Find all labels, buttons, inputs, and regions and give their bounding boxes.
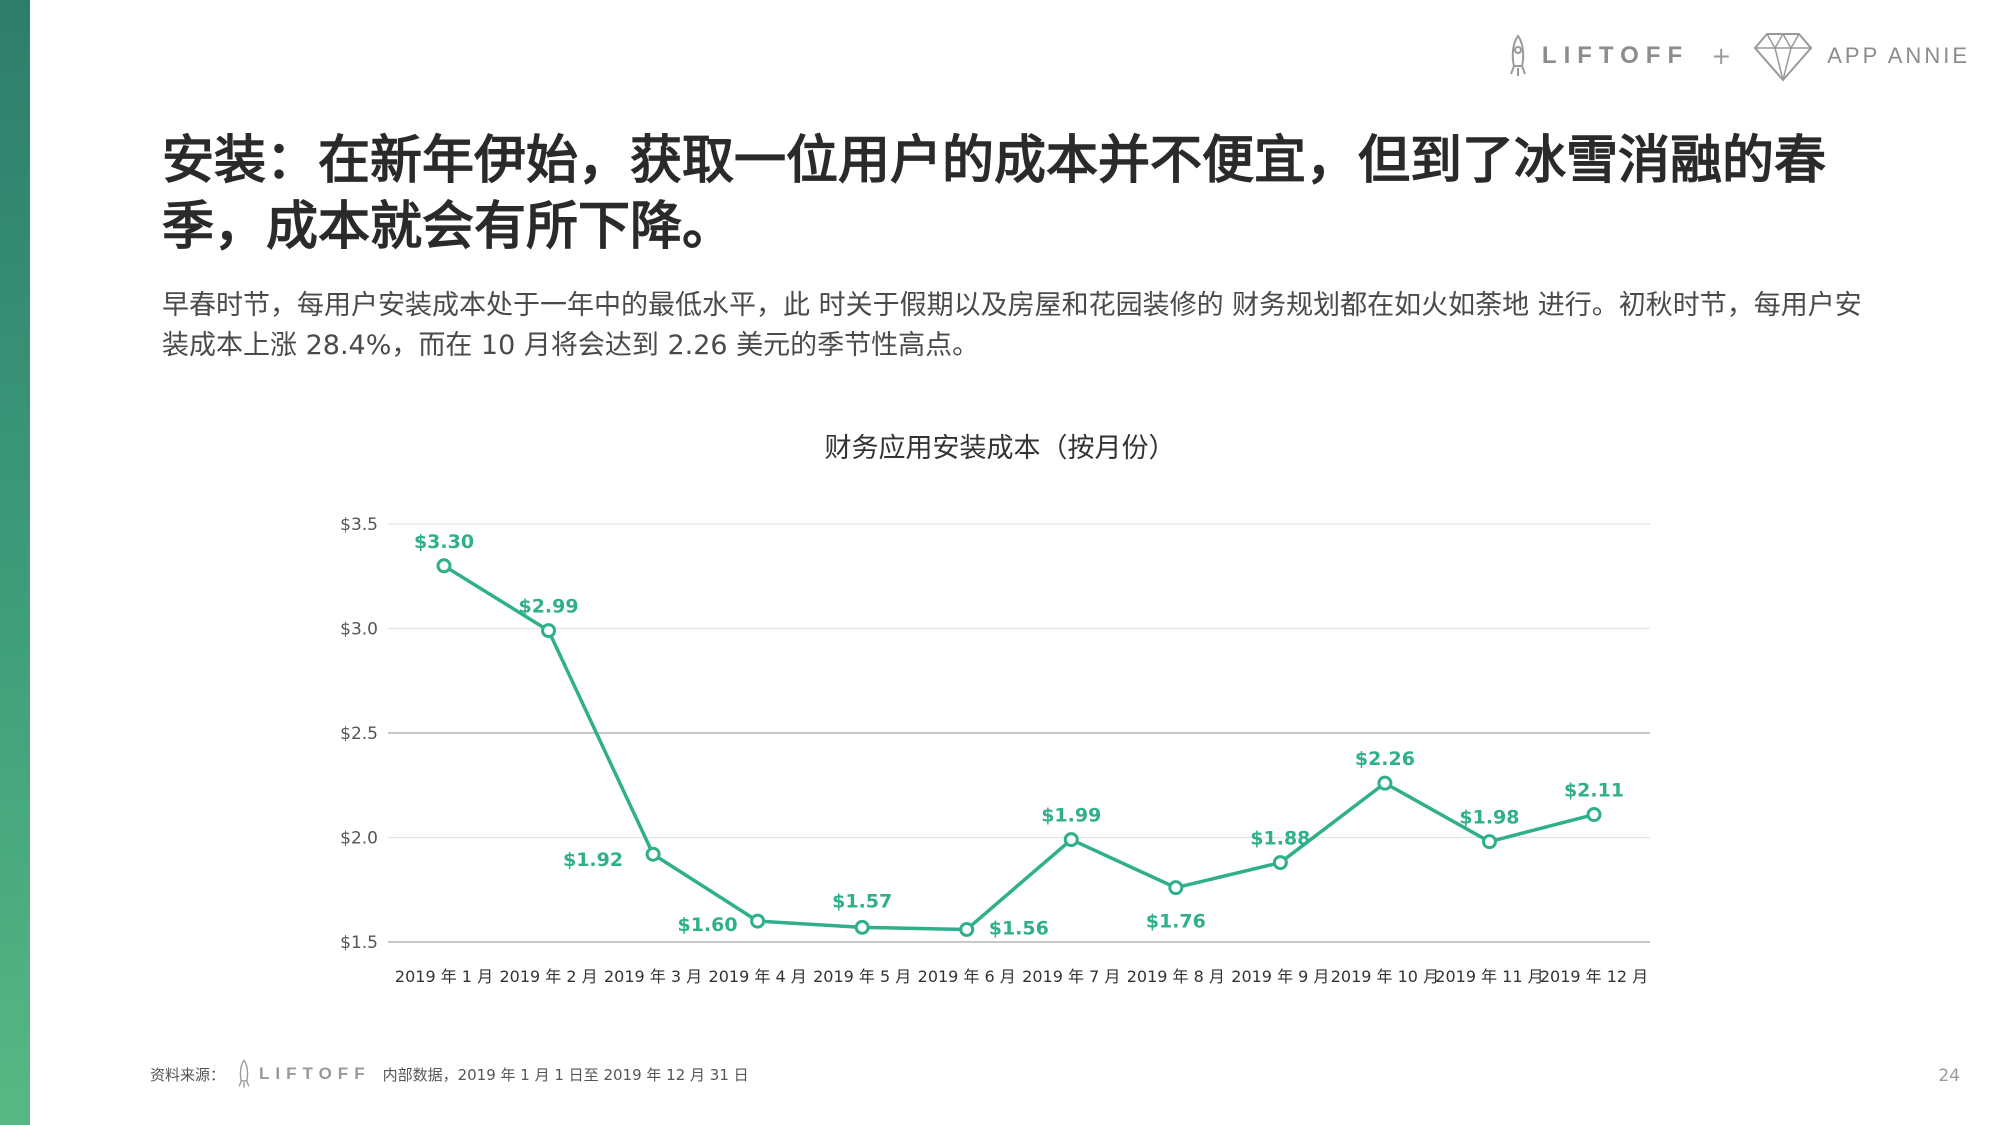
- x-tick-label: 2019 年 1 月: [395, 967, 493, 986]
- rocket-icon: [238, 1059, 250, 1088]
- y-tick-label: $2.5: [340, 724, 378, 744]
- page-description: 早春时节，每用户安装成本处于一年中的最低水平，此 时关于假期以及房屋和花园装修的…: [162, 290, 1862, 361]
- diamond-icon: [1753, 32, 1813, 82]
- data-point: [1586, 807, 1602, 823]
- x-tick-label: 2019 年 8 月: [1127, 967, 1225, 986]
- data-label: $1.92: [563, 849, 623, 871]
- x-tick-label: 2019 年 4 月: [709, 967, 807, 986]
- data-label: $2.11: [1564, 780, 1624, 802]
- data-label: $2.99: [518, 596, 578, 618]
- data-label: $3.30: [414, 531, 474, 553]
- x-tick-label: 2019 年 12 月: [1540, 967, 1648, 986]
- footer-liftoff-logo: LIFTOFF: [237, 1059, 371, 1089]
- x-tick-label: 2019 年 6 月: [918, 967, 1016, 986]
- data-label: $1.56: [989, 917, 1049, 939]
- side-accent-bar: [0, 0, 30, 1125]
- data-point: [645, 846, 661, 862]
- data-point: [1168, 880, 1184, 896]
- source-label: 资料来源：: [150, 1065, 226, 1084]
- data-label: $1.76: [1146, 911, 1206, 933]
- data-point: [1481, 834, 1497, 850]
- chart-title: 财务应用安装成本（按月份）: [824, 433, 1176, 464]
- data-point: [436, 558, 452, 574]
- data-label: $2.26: [1355, 748, 1415, 770]
- data-point: [1377, 775, 1393, 791]
- x-tick-label: 2019 年 3 月: [604, 967, 702, 986]
- data-label: $1.98: [1459, 807, 1519, 829]
- data-point: [1272, 855, 1288, 871]
- page-headline: 安装：在新年伊始，获取一位用户的成本并不便宜，但到了冰雪消融的春季，成本就会有所…: [162, 131, 1827, 257]
- liftoff-wordmark: LIFTOFF: [1541, 42, 1690, 69]
- x-tick-label: 2019 年 11 月: [1435, 967, 1543, 986]
- y-tick-label: $3.0: [340, 620, 378, 640]
- x-tick-label: 2019 年 2 月: [499, 967, 597, 986]
- app-annie-wordmark: APP ANNIE: [1827, 43, 1970, 68]
- data-label: $1.57: [832, 890, 892, 912]
- data-label: $1.99: [1041, 805, 1101, 827]
- header-logos: LIFTOFF + APP ANNIE: [1508, 28, 1970, 84]
- x-tick-label: 2019 年 9 月: [1231, 967, 1329, 986]
- app-annie-logo: APP ANNIE: [1753, 30, 1970, 82]
- data-point: [959, 921, 975, 937]
- data-point: [854, 919, 870, 935]
- y-tick-label: $2.0: [340, 829, 378, 849]
- x-tick-label: 2019 年 5 月: [813, 967, 911, 986]
- page-number: 24: [1938, 1066, 1960, 1086]
- y-tick-label: $1.5: [340, 933, 378, 953]
- data-label: $1.88: [1250, 828, 1310, 850]
- source-note: 内部数据，2019 年 1 月 1 日至 2019 年 12 月 31 日: [382, 1065, 749, 1084]
- data-point: [750, 913, 766, 929]
- data-point: [541, 623, 557, 639]
- y-tick-label: $3.5: [340, 515, 378, 535]
- rocket-icon: [1509, 34, 1526, 76]
- liftoff-logo: LIFTOFF: [1508, 34, 1689, 78]
- series-line: [443, 564, 1595, 932]
- source-footer: 资料来源： LIFTOFF 内部数据，2019 年 1 月 1 日至 2019 …: [150, 1059, 749, 1089]
- x-tick-label: 2019 年 10 月: [1331, 967, 1439, 986]
- x-tick-label: 2019 年 7 月: [1022, 967, 1120, 986]
- logo-plus: +: [1711, 42, 1732, 70]
- data-label: $1.60: [678, 914, 738, 936]
- footer-liftoff-wordmark: LIFTOFF: [259, 1064, 371, 1083]
- data-point: [1063, 832, 1079, 848]
